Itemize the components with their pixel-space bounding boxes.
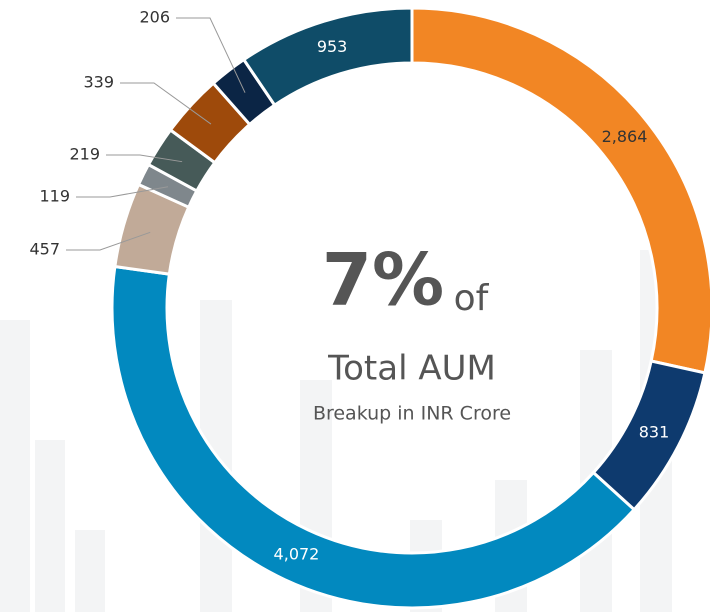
center-small: of: [454, 278, 490, 319]
data-label: 831: [639, 423, 670, 442]
slice: [241, 6, 414, 108]
data-label: 953: [317, 37, 348, 56]
center-title: Total AUM: [327, 349, 496, 389]
leader-line: [66, 231, 151, 251]
donut: [110, 6, 710, 610]
data-label: 206: [139, 8, 170, 27]
slice: [110, 264, 637, 610]
leader-line: [76, 186, 169, 198]
data-label: 219: [69, 145, 100, 164]
data-label: 4,072: [274, 544, 320, 563]
leader-line: [106, 154, 183, 163]
center-big: 7%: [322, 238, 444, 322]
labels: 2,864 831 4,072 457 119 219 339 206 953: [29, 8, 669, 564]
data-label: 457: [29, 240, 60, 259]
data-label: 119: [39, 187, 70, 206]
center-subtitle: Breakup in INR Crore: [313, 403, 511, 425]
leader-line: [120, 82, 212, 125]
leader-line: [176, 17, 246, 93]
data-label: 2,864: [602, 127, 648, 146]
data-label: 339: [83, 73, 114, 92]
